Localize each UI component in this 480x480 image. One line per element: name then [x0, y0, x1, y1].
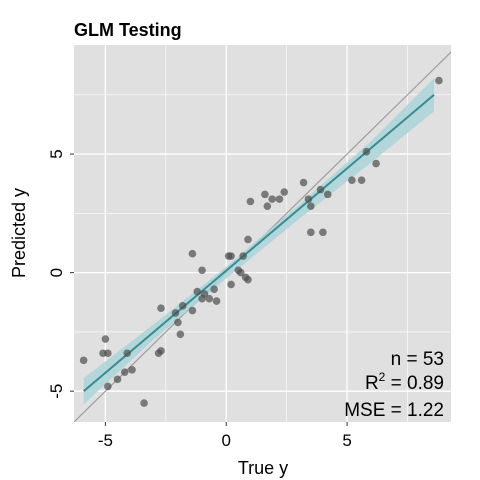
stat-r2-value: = 0.89	[385, 373, 444, 394]
x-tick-label: 0	[222, 431, 231, 450]
confidence-band-group	[83, 78, 435, 405]
x-tick-label: 5	[342, 431, 351, 450]
data-point	[176, 330, 185, 339]
chart-title: GLM Testing	[74, 20, 182, 40]
data-point	[198, 266, 206, 275]
plot-panel	[74, 45, 451, 422]
data-point	[157, 347, 165, 355]
data-point	[304, 195, 313, 203]
x-axis-ticks: -5 0 5	[98, 422, 352, 450]
x-tick-label: -5	[98, 431, 113, 450]
stat-n: n = 53	[391, 349, 444, 370]
y-tick-label: -5	[47, 384, 66, 399]
y-axis-ticks: -5 0 5	[47, 149, 74, 399]
data-point	[357, 176, 366, 184]
data-point	[236, 268, 245, 277]
fit-line-group	[83, 94, 435, 392]
data-point	[263, 202, 272, 211]
data-point	[205, 294, 214, 303]
data-point	[307, 228, 315, 237]
data-point	[123, 349, 131, 358]
data-point	[79, 356, 88, 365]
stat-r2-prefix: R	[365, 373, 379, 394]
data-point	[348, 176, 356, 184]
stat-r2-superscript: 2	[379, 370, 386, 384]
data-point	[104, 382, 112, 391]
data-point	[362, 147, 371, 156]
y-tick-label: 0	[47, 268, 66, 277]
stat-r2: R2 = 0.89	[365, 370, 444, 394]
data-point	[174, 318, 182, 327]
data-point	[188, 249, 197, 258]
data-point	[316, 185, 325, 194]
x-axis-title: True y	[238, 458, 288, 478]
fit-statistics: n = 53 R2 = 0.89 MSE = 1.22	[344, 349, 444, 421]
data-point	[319, 228, 327, 237]
data-point	[261, 190, 269, 199]
data-point	[323, 190, 332, 199]
data-point	[188, 306, 197, 315]
data-point	[244, 275, 252, 284]
data-point	[210, 285, 218, 294]
data-point	[307, 202, 315, 211]
y-axis-title: Predicted y	[9, 188, 29, 278]
data-point	[372, 159, 380, 168]
data-point	[171, 309, 180, 317]
data-point	[435, 76, 443, 85]
confidence-band	[83, 78, 435, 405]
data-point	[140, 399, 148, 407]
data-point	[178, 302, 187, 310]
data-point	[120, 368, 129, 377]
data-point	[212, 297, 221, 305]
y-tick-label: 5	[47, 149, 66, 158]
data-point	[101, 335, 110, 343]
data-points	[79, 76, 443, 407]
data-point	[193, 287, 202, 296]
data-point	[275, 195, 284, 203]
data-point	[157, 304, 165, 312]
data-point	[268, 195, 276, 203]
data-point	[239, 252, 247, 260]
data-point	[104, 349, 112, 358]
data-point	[113, 375, 122, 384]
data-point	[244, 235, 252, 244]
data-point	[128, 366, 136, 374]
data-point	[246, 197, 255, 206]
data-point	[280, 188, 289, 196]
panel-background	[74, 45, 451, 422]
stat-mse: MSE = 1.22	[344, 400, 444, 421]
data-point	[227, 280, 235, 289]
data-point	[299, 178, 308, 187]
data-point	[227, 252, 235, 260]
data-point	[200, 290, 209, 298]
fit-line	[83, 94, 435, 392]
